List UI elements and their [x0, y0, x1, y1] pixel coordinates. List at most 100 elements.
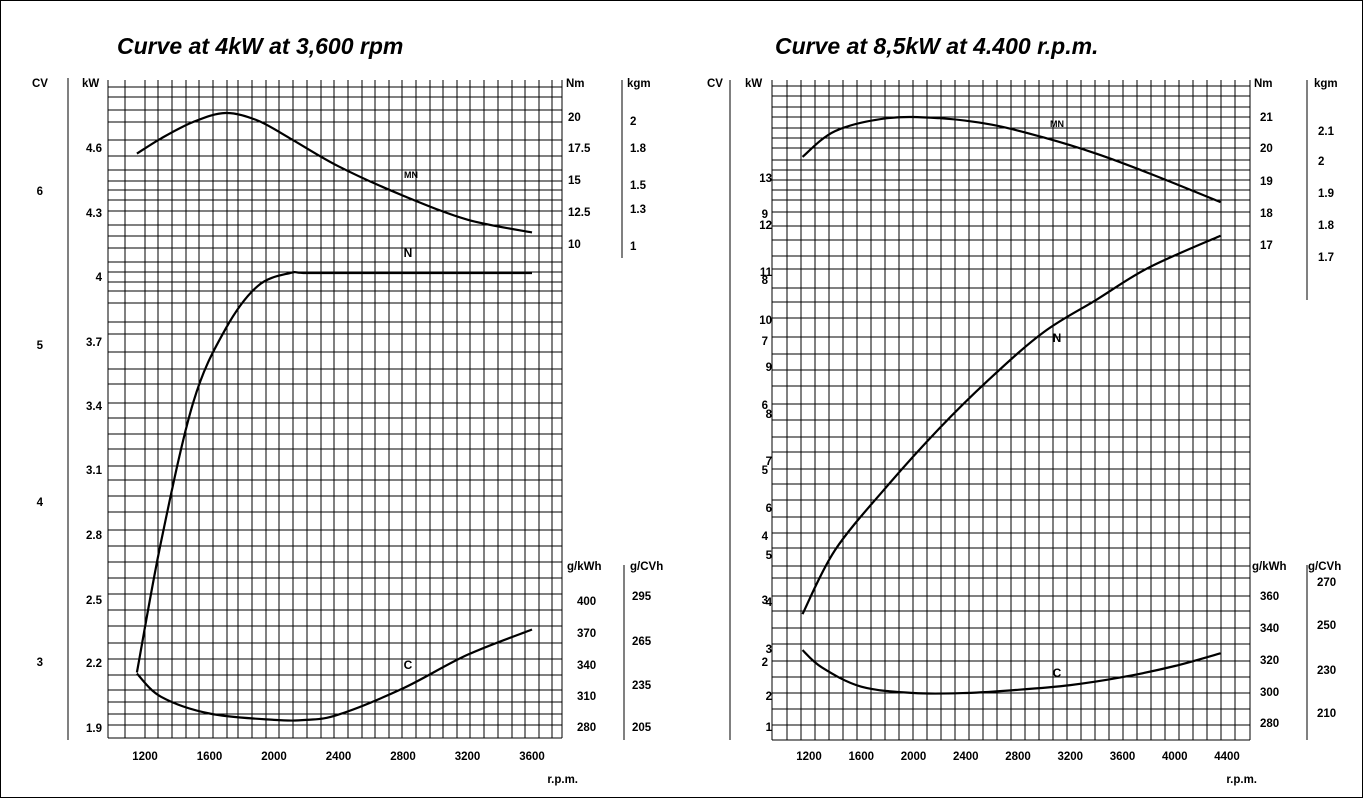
kw-tick-label: 4 [96, 272, 103, 284]
x-unit-label: r.p.m. [1226, 774, 1257, 786]
kgm-tick-label: 1.5 [630, 180, 647, 192]
series-c-label: C [1053, 666, 1062, 680]
gkwh-tick-label: 310 [577, 691, 596, 703]
nm-tick-label: 15 [568, 175, 581, 187]
gkwh-tick-label: 320 [1260, 655, 1279, 667]
kw-tick-label: 4 [762, 531, 769, 543]
series-n-line [801, 234, 1221, 615]
series-c-line [136, 628, 533, 722]
kw-tick-label: 2 [762, 657, 768, 669]
x-tick-label: 1600 [197, 751, 223, 763]
gcvh-unit-label: g/CVh [1308, 561, 1341, 573]
x-tick-label: 3600 [519, 751, 545, 763]
kw-tick-label: 4.3 [86, 208, 102, 220]
cv-tick-label: 5 [37, 340, 44, 352]
chart-title: Curve at 8,5kW at 4.400 r.p.m. [775, 33, 1098, 59]
kw-tick-label: 1.9 [86, 723, 102, 735]
x-tick-label: 2400 [326, 751, 352, 763]
cv-tick-label: 4 [766, 597, 773, 609]
series-mn-label: MN [404, 170, 418, 180]
nm-tick-label: 19 [1260, 176, 1273, 188]
x-tick-label: 2800 [390, 751, 416, 763]
gcvh-tick-label: 270 [1317, 577, 1336, 589]
kgm-tick-label: 2 [1318, 156, 1324, 168]
cv-tick-label: 6 [766, 503, 772, 515]
kw-tick-label: 9 [762, 209, 768, 221]
cv-tick-label: 3 [37, 657, 43, 669]
kw-tick-label: 3.4 [86, 401, 103, 413]
nm-unit-label: Nm [566, 78, 585, 90]
gkwh-tick-label: 400 [577, 596, 596, 608]
nm-tick-label: 18 [1260, 208, 1273, 220]
x-tick-label: 3200 [1057, 751, 1083, 763]
grid [772, 80, 1250, 741]
kw-tick-label: 4.6 [86, 143, 102, 155]
cv-tick-label: 1 [766, 722, 773, 734]
gcvh-tick-label: 265 [632, 636, 652, 648]
x-tick-label: 3200 [455, 751, 481, 763]
kgm-tick-label: 2 [630, 116, 636, 128]
x-tick-label: 1600 [848, 751, 874, 763]
cv-tick-label: 3 [766, 644, 772, 656]
x-unit-label: r.p.m. [547, 774, 578, 786]
kw-unit-label: kW [82, 78, 99, 90]
x-tick-label: 4000 [1162, 751, 1188, 763]
gkwh-tick-label: 360 [1260, 591, 1279, 603]
chart-2: Curve at 8,5kW at 4.400 r.p.m. 1200 1600 20… [707, 33, 1341, 786]
series-mn-label: MN [1050, 119, 1064, 129]
kw-tick-label: 3.7 [86, 337, 102, 349]
kgm-unit-label: kgm [1314, 78, 1338, 90]
kgm-tick-label: 1 [630, 241, 637, 253]
x-tick-label: 1200 [132, 751, 158, 763]
chart-title: Curve at 4kW at 3,600 rpm [117, 33, 403, 59]
x-tick-label: 4400 [1214, 751, 1240, 763]
cv-tick-label: 7 [766, 456, 772, 468]
nm-tick-label: 20 [1260, 143, 1273, 155]
series-n-label: N [404, 246, 413, 260]
gcvh-unit-label: g/CVh [630, 561, 663, 573]
kw-tick-label: 5 [762, 465, 769, 477]
kw-tick-label: 3.1 [86, 465, 103, 477]
grid [108, 80, 562, 739]
kw-tick-label: 2.2 [86, 658, 102, 670]
kgm-unit-label: kgm [627, 78, 651, 90]
gkwh-tick-label: 300 [1260, 687, 1279, 699]
cv-tick-label: 11 [760, 267, 773, 279]
kw-tick-label: 2.8 [86, 530, 103, 542]
nm-tick-label: 20 [568, 112, 581, 124]
gkwh-unit-label: g/kWh [567, 561, 602, 573]
gkwh-tick-label: 280 [1260, 718, 1279, 730]
kw-tick-label: 8 [762, 275, 769, 287]
x-tick-label: 2000 [901, 751, 927, 763]
cv-tick-label: 9 [766, 362, 772, 374]
x-tick-label: 3600 [1110, 751, 1136, 763]
cv-tick-label: 8 [766, 409, 773, 421]
series-c-label: C [404, 658, 413, 672]
gkwh-tick-label: 370 [577, 628, 596, 640]
series-n-label: N [1053, 331, 1062, 345]
series-mn-line [801, 115, 1221, 204]
kw-unit-label: kW [745, 78, 762, 90]
gkwh-unit-label: g/kWh [1252, 561, 1287, 573]
cv-tick-label: 10 [759, 315, 772, 327]
gkwh-tick-label: 280 [577, 722, 596, 734]
cv-unit-label: CV [32, 78, 48, 90]
cv-tick-label: 5 [766, 550, 773, 562]
kw-tick-label: 2.5 [86, 595, 103, 607]
kgm-tick-label: 1.8 [1318, 220, 1335, 232]
kgm-tick-label: 1.3 [630, 204, 646, 216]
kgm-tick-label: 2.1 [1318, 126, 1335, 138]
cv-tick-label: 6 [37, 186, 43, 198]
kgm-tick-label: 1.8 [630, 143, 647, 155]
series-n-line [135, 270, 532, 673]
x-tick-label: 2000 [261, 751, 287, 763]
nm-unit-label: Nm [1254, 78, 1273, 90]
cv-tick-label: 4 [37, 497, 44, 509]
cv-tick-label: 2 [766, 691, 772, 703]
gcvh-tick-label: 235 [632, 680, 652, 692]
series-mn-line [136, 111, 533, 234]
kw-tick-label: 7 [762, 336, 768, 348]
